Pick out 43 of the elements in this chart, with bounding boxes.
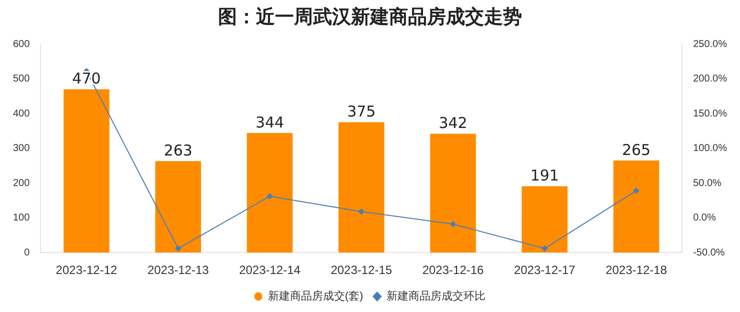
bar — [64, 89, 110, 253]
y-tick-label: 500 — [12, 74, 30, 85]
x-tick-label: 2023-12-15 — [330, 263, 392, 278]
y-tick-label: 100 — [12, 212, 30, 224]
x-tick-label: 2023-12-13 — [147, 263, 210, 278]
bar — [430, 134, 476, 253]
data-label: 375 — [347, 102, 376, 121]
y-tick-label: 600 — [12, 38, 30, 50]
legend-label: 新建商品房成交环比 — [386, 290, 486, 303]
point — [542, 245, 548, 252]
point — [633, 188, 640, 194]
y2-tick-label: 0.0% — [693, 212, 716, 224]
x-tick-label: 2023-12-17 — [514, 263, 576, 278]
x-tick-label: 2023-12-12 — [56, 263, 118, 278]
y2-tick-label: 100.0% — [693, 143, 728, 154]
data-label: 265 — [622, 140, 651, 159]
y2-tick-label: -50.0% — [693, 247, 725, 258]
bar — [246, 133, 293, 253]
chart-title: 图：近一周武汉新建商品房成交走势 — [217, 5, 523, 30]
x-tick-label: 2023-12-16 — [422, 263, 484, 278]
data-label: 263 — [164, 142, 192, 160]
point — [358, 208, 364, 215]
y-tick-label: 400 — [12, 108, 30, 120]
x-tick-label: 2023-12-18 — [606, 263, 668, 278]
point — [450, 221, 456, 228]
point — [175, 245, 182, 252]
y2-tick-label: 50.0% — [693, 178, 722, 189]
y2-tick-label: 250.0% — [693, 38, 728, 50]
data-label: 342 — [438, 114, 468, 132]
data-label: 191 — [530, 166, 559, 185]
bar — [155, 161, 202, 253]
legend-label: 新建商品房成交(套) — [268, 290, 364, 303]
point — [266, 193, 273, 200]
bar — [613, 160, 660, 253]
data-label: 344 — [255, 113, 284, 132]
y-tick-label: 0 — [24, 247, 30, 258]
y2-tick-label: 200.0% — [693, 74, 728, 85]
y-tick-label: 300 — [12, 143, 30, 154]
x-tick-label: 2023-12-14 — [239, 263, 301, 278]
y-tick-label: 200 — [12, 178, 30, 189]
y2-tick-label: 150.0% — [693, 108, 728, 120]
bar — [522, 186, 568, 253]
bar — [338, 122, 384, 253]
